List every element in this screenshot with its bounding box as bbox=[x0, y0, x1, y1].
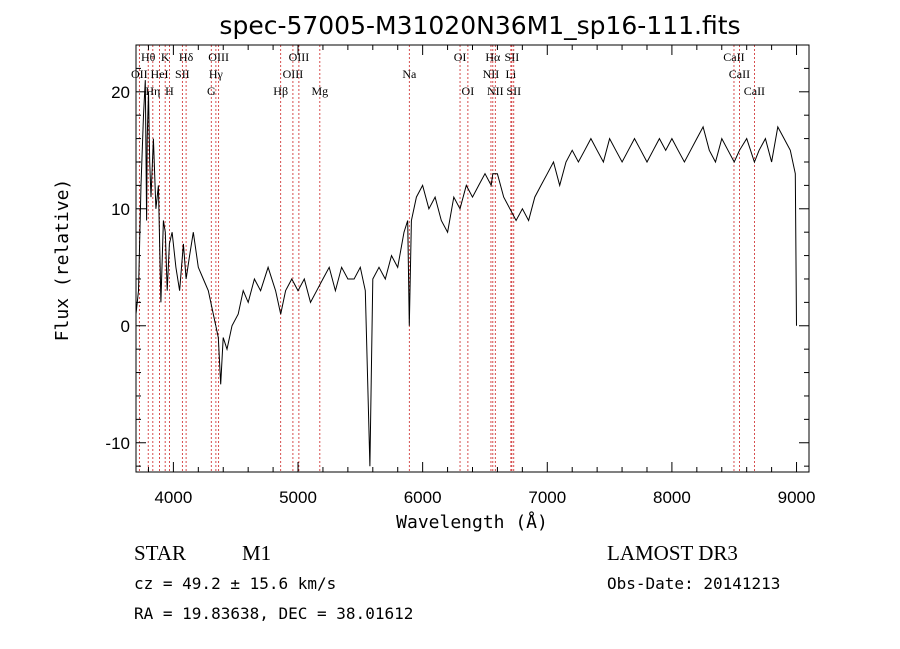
spectral-line-label: OIII bbox=[289, 50, 310, 64]
object-class: STAR bbox=[134, 541, 186, 565]
x-axis-label: Wavelength (Å) bbox=[396, 511, 548, 533]
x-tick-label: 5000 bbox=[279, 488, 317, 507]
spectral-line-label: HeI bbox=[151, 67, 169, 81]
spectral-line-label: Mg bbox=[311, 84, 328, 98]
spectral-line-label: NII bbox=[483, 67, 500, 81]
obs-date-text: Obs-Date: 20141213 bbox=[607, 574, 780, 593]
spectrum-line bbox=[135, 80, 797, 467]
spectral-line-label: Hγ bbox=[209, 67, 224, 81]
spectral-line-label: SII bbox=[505, 50, 520, 64]
spectral-line-label: G bbox=[207, 84, 216, 98]
x-axis-ticks: 4000 5000 6000 7000 8000 9000 bbox=[147, 45, 816, 507]
spectral-line-label: OII bbox=[131, 67, 148, 81]
spectral-line-label: SII bbox=[175, 67, 190, 81]
x-tick-label: 6000 bbox=[404, 488, 442, 507]
coordinates-text: RA = 19.83638, DEC = 38.01612 bbox=[134, 604, 413, 623]
spectral-line-label: Hθ bbox=[141, 50, 156, 64]
object-subclass: M1 bbox=[242, 541, 271, 565]
y-tick-label: 0 bbox=[121, 317, 130, 336]
spectral-line-label: CaII bbox=[729, 67, 750, 81]
spectral-line-label: Hβ bbox=[273, 84, 288, 98]
spectrum-series bbox=[135, 80, 797, 467]
x-tick-label: 4000 bbox=[154, 488, 192, 507]
redshift-text: cz = 49.2 ± 15.6 km/s bbox=[134, 574, 336, 593]
spectral-line-label: CaII bbox=[723, 50, 744, 64]
y-axis-label: Flux (relative) bbox=[52, 179, 73, 342]
y-axis-ticks: -10 0 10 20 bbox=[105, 44, 809, 467]
chart-title: spec-57005-M31020N36M1_sp16-111.fits bbox=[219, 11, 740, 40]
survey-name: LAMOST DR3 bbox=[607, 541, 738, 565]
spectral-line-label: Li bbox=[506, 67, 517, 81]
x-tick-label: 9000 bbox=[778, 488, 816, 507]
spectral-line-label: Hη bbox=[145, 84, 160, 98]
spectral-line-label: OI bbox=[454, 50, 467, 64]
spectral-line-label: H bbox=[165, 84, 174, 98]
spectral-line-label: SII bbox=[506, 84, 521, 98]
spectral-line-markers bbox=[138, 45, 755, 472]
y-tick-label: -10 bbox=[105, 434, 130, 453]
y-tick-label: 20 bbox=[111, 83, 130, 102]
spectral-line-label: OIII bbox=[283, 67, 304, 81]
spectral-line-label: Hδ bbox=[179, 50, 194, 64]
spectral-line-label: K bbox=[161, 50, 170, 64]
spectral-line-labels: OIIHθHηHeIKHSIIHδGHγOIIIHβOIIIOIIIMgNaOI… bbox=[131, 50, 765, 98]
x-tick-label: 7000 bbox=[528, 488, 566, 507]
spectral-line-label: OI bbox=[462, 84, 475, 98]
x-tick-label: 8000 bbox=[653, 488, 691, 507]
spectral-line-label: Na bbox=[402, 67, 417, 81]
spectral-line-label: NII bbox=[487, 84, 504, 98]
spectral-line-label: Hα bbox=[485, 50, 501, 64]
spectral-line-label: CaII bbox=[744, 84, 765, 98]
y-tick-label: 10 bbox=[111, 200, 130, 219]
spectral-line-label: OIII bbox=[208, 50, 229, 64]
plot-frame bbox=[135, 44, 810, 473]
